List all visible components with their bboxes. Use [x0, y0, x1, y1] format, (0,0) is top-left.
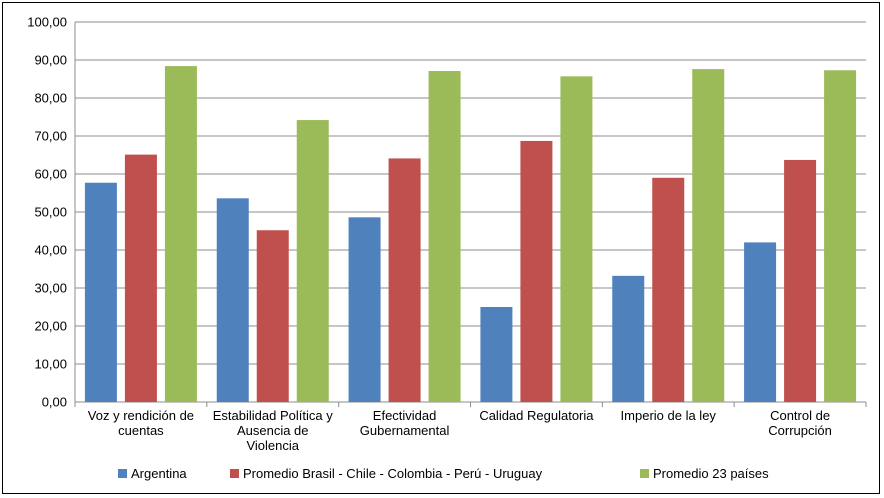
- bar: [652, 177, 685, 402]
- bar: [84, 182, 117, 402]
- bar: [164, 66, 197, 402]
- y-tick-label: 30,00: [34, 281, 67, 296]
- bar: [256, 230, 289, 402]
- x-category-label: Calidad Regulatoria: [479, 408, 594, 423]
- y-tick-label: 60,00: [34, 167, 67, 182]
- bar: [428, 71, 461, 403]
- x-category-label: Estabilidad Política y Ausencia de Violenc…: [213, 408, 333, 453]
- legend-label: Argentina: [131, 466, 187, 481]
- x-category-label: Control de Corrupción: [768, 408, 832, 438]
- bar: [744, 242, 777, 402]
- x-category-label: Efectividad Gubernamental: [360, 408, 450, 438]
- bar: [480, 307, 513, 402]
- y-tick-label: 0,00: [42, 395, 67, 410]
- y-tick-label: 50,00: [34, 205, 67, 220]
- y-tick-label: 70,00: [34, 129, 67, 144]
- legend-swatch: [230, 469, 239, 478]
- legend-label: Promedio 23 países: [653, 466, 769, 481]
- y-tick-label: 40,00: [34, 243, 67, 258]
- y-tick-label: 90,00: [34, 53, 67, 68]
- x-category-label: Voz y rendición de cuentas: [88, 408, 194, 438]
- legend-swatch: [640, 469, 649, 478]
- legend-swatch: [118, 469, 127, 478]
- bar: [520, 140, 553, 402]
- bar: [824, 70, 857, 402]
- x-category-label: Imperio de la ley: [621, 408, 717, 423]
- y-tick-label: 20,00: [34, 319, 67, 334]
- y-tick-label: 10,00: [34, 357, 67, 372]
- bar: [216, 198, 249, 402]
- bar: [692, 69, 725, 403]
- bar: [348, 217, 381, 402]
- y-tick-label: 80,00: [34, 91, 67, 106]
- y-tick-label: 100,00: [27, 15, 67, 30]
- bar: [784, 159, 817, 402]
- bar: [124, 154, 157, 402]
- bar: [612, 275, 645, 402]
- legend-label: Promedio Brasil - Chile - Colombia - Per…: [243, 466, 543, 481]
- bar: [296, 120, 329, 402]
- bar: [388, 158, 421, 402]
- bar: [560, 76, 593, 402]
